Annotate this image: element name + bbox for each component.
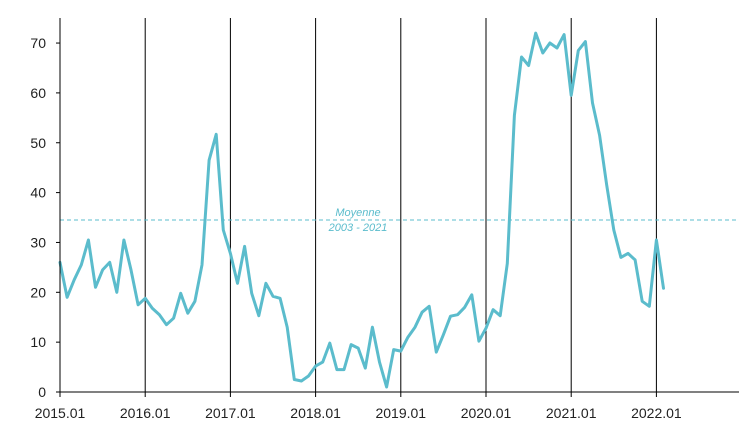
x-tick-label: 2017.01	[205, 405, 256, 421]
y-tick-labels: 0 10 20 30 40 50 60 70	[30, 35, 60, 400]
x-tick-label: 2018.01	[290, 405, 341, 421]
y-tick-label: 40	[30, 185, 46, 201]
y-tick-label: 60	[30, 85, 46, 101]
x-tick-label: 2022.01	[631, 405, 682, 421]
y-tick-label: 0	[38, 384, 46, 400]
x-tick-label: 2015.01	[35, 405, 86, 421]
y-tick-label: 20	[30, 284, 46, 300]
average-label-line1: Moyenne	[335, 207, 380, 219]
y-tick-label: 50	[30, 135, 46, 151]
x-tick-labels: 2015.01 2016.01 2017.01 2018.01 2019.01 2020.…	[35, 392, 682, 421]
x-tick-label: 2021.01	[546, 405, 597, 421]
x-tick-label: 2020.01	[461, 405, 512, 421]
series-line	[58, 31, 665, 389]
year-gridlines	[144, 18, 657, 392]
average-label-line2: 2003 - 2021	[328, 222, 388, 234]
x-tick-label: 2019.01	[375, 405, 426, 421]
y-tick-label: 70	[30, 35, 46, 51]
x-tick-label: 2016.01	[120, 405, 171, 421]
y-tick-label: 10	[30, 334, 46, 350]
y-tick-label: 30	[30, 234, 46, 250]
